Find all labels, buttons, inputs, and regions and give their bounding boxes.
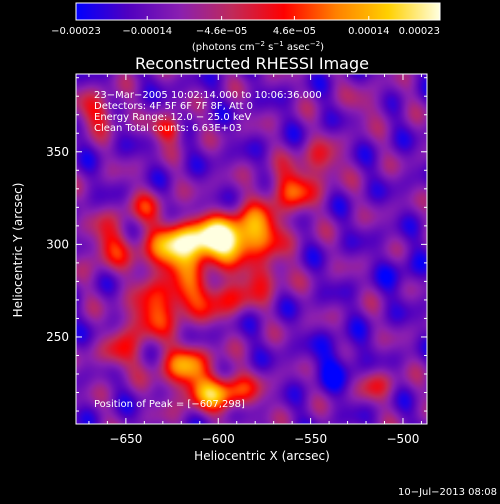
x-tick-label: −550 (294, 432, 327, 446)
y-tick-label: 250 (46, 330, 69, 344)
footer-date: 10−Jul−2013 08:08 (398, 487, 497, 498)
x-tick-label: −650 (109, 432, 142, 446)
y-axis-ticks: 250 300 350 (46, 77, 427, 412)
colorbar-tick-label: 4.6e−05 (273, 26, 316, 37)
x-tick-label: −500 (386, 432, 419, 446)
annotation-time: 23−Mar−2005 10:02:14.000 to 10:06:36.000 (94, 90, 322, 101)
x-tick-label: −600 (202, 432, 235, 446)
annotation-energy: Energy Range: 12.0 − 25.0 keV (94, 112, 251, 123)
colorbar-tick-label: −4.6e−05 (196, 26, 248, 37)
colorbar-tick-label: −0.00023 (51, 26, 101, 37)
y-tick-label: 300 (46, 237, 69, 251)
x-axis-label: Heliocentric X (arcsec) (194, 449, 330, 463)
colorbar-tick-label: −0.00014 (122, 26, 172, 37)
y-tick-label: 350 (46, 145, 69, 159)
x-axis-ticks: −650 −600 −550 −500 (88, 74, 422, 446)
plot-frame (75, 73, 428, 425)
annotation-counts: Clean Total counts: 6.63E+03 (94, 123, 242, 134)
peak-position-label: Position of Peak = [−607,298] (94, 399, 245, 410)
colorbar (75, 2, 441, 21)
chart-title: Reconstructed RHESSI Image (135, 54, 369, 73)
y-axis-label: Heliocentric Y (arcsec) (11, 183, 25, 318)
heatmap-image (76, 74, 427, 424)
annotation-detectors: Detectors: 4F 5F 6F 7F 8F, Att 0 (94, 101, 253, 112)
annotation-block: 23−Mar−2005 10:02:14.000 to 10:06:36.000… (94, 90, 322, 134)
colorbar-tick-label: 0.00023 (399, 26, 440, 37)
colorbar-units: (photons cm−2 s−1 asec−2) (192, 40, 324, 53)
colorbar-ticks: −0.00023 −0.00014 −4.6e−05 4.6e−05 0.00014 0.… (51, 16, 441, 37)
colorbar-tick-label: 0.00014 (348, 26, 389, 37)
